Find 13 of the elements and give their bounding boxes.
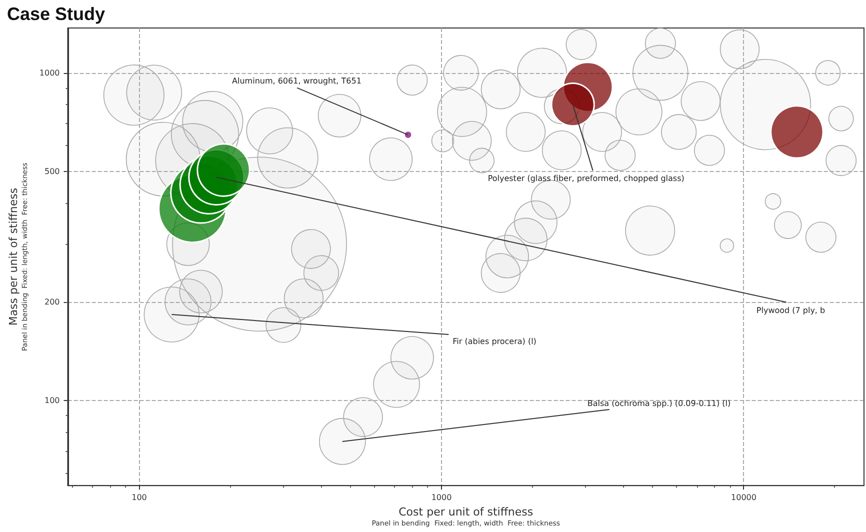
y-tick-label: 100 [44,396,60,406]
annotation: Polyester (glass fiber, preformed, chopped glass) [488,174,684,184]
annotation: Plywood (7 ply, b [756,306,826,315]
x-tick-label: 1000 [431,493,452,502]
annotation: Balsa (ochroma spp.) (0.09-0.11) (l) [587,398,731,408]
x-tick-label: 100 [132,493,147,502]
y-tick-label: 500 [44,166,60,176]
y-tick-label: 200 [44,297,60,306]
y-tick-label: 1000 [39,68,60,78]
annotation: Fir (abies procera) (l) [452,337,536,346]
chart-title: Case Study [7,4,106,24]
x-tick-label: 10000 [731,493,756,502]
annotation: Aluminum, 6061, wrought, T651 [232,76,362,86]
